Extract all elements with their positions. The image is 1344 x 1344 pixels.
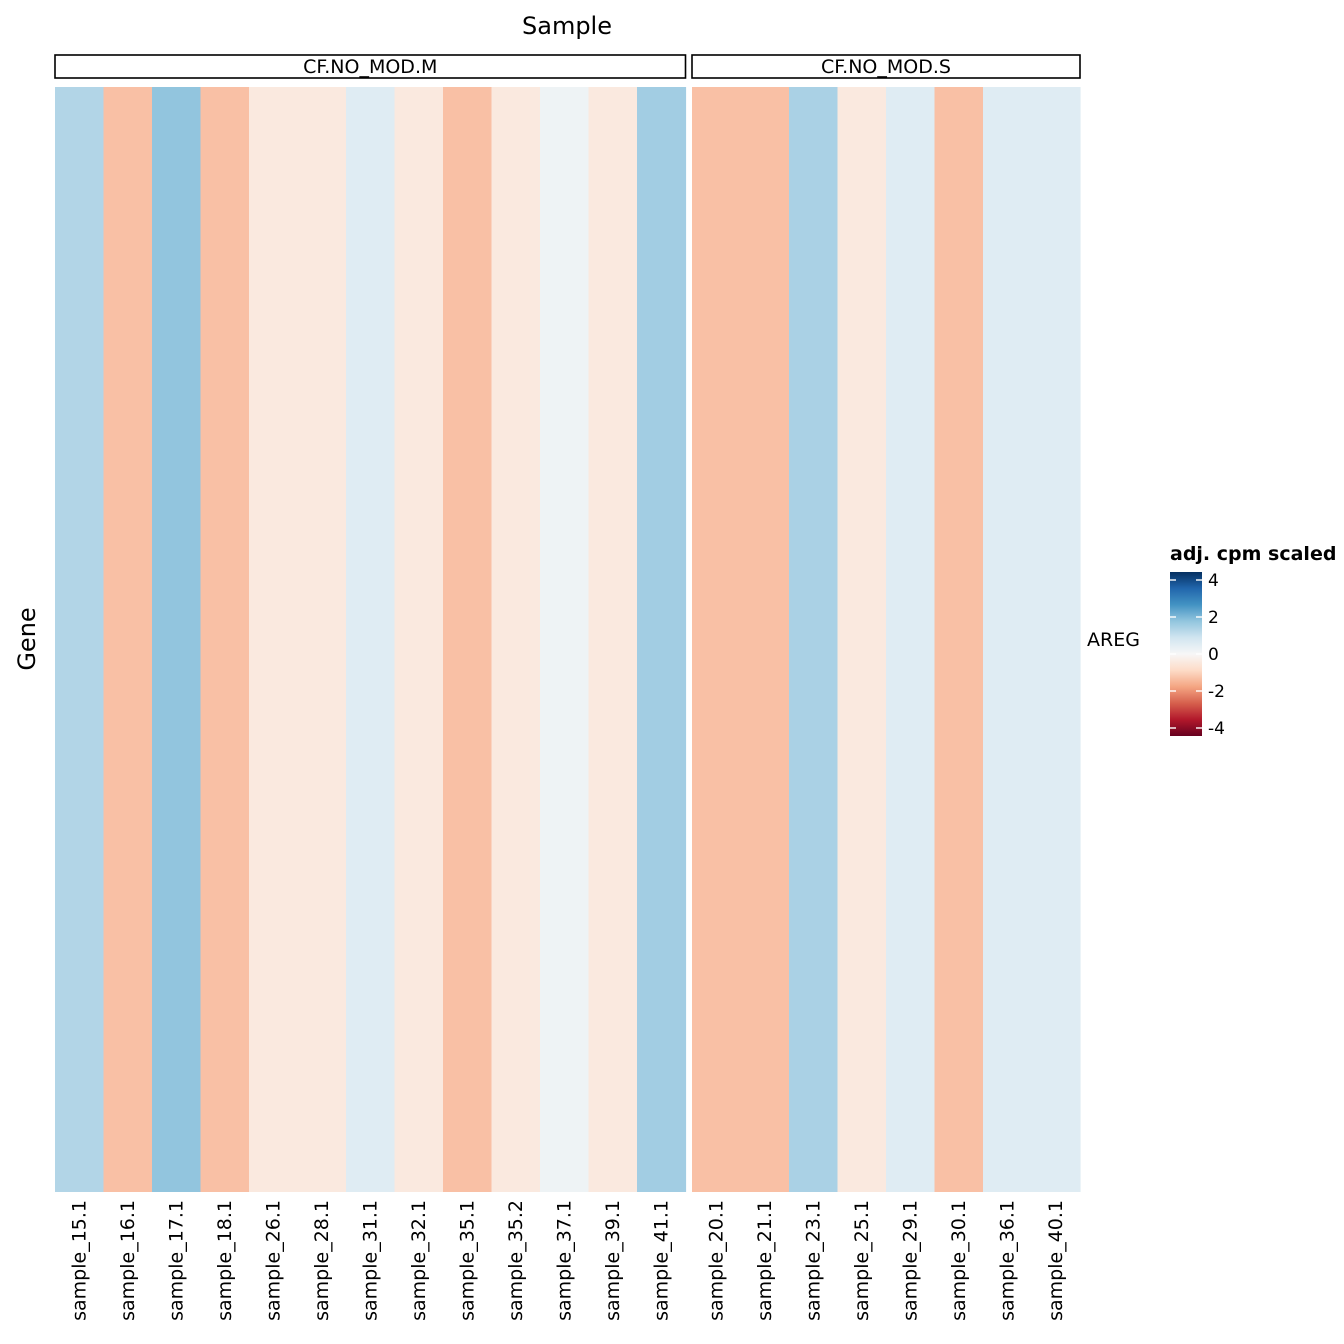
heatmap-cell (934, 87, 984, 1192)
chart-title: Sample (522, 12, 612, 40)
x-tick-label: sample_16.1 (117, 1200, 139, 1321)
x-tick-label: sample_17.1 (165, 1200, 187, 1321)
heatmap-cell (637, 87, 687, 1192)
color-legend: adj. cpm scaled 4 2 0 -2 -4 (1170, 543, 1336, 739)
gene-label: AREG (1087, 629, 1140, 651)
heatmap-cell (740, 87, 790, 1192)
legend-tick-label: 4 (1208, 571, 1219, 591)
heatmap-cell (540, 87, 590, 1192)
legend-tick-label: 2 (1208, 608, 1219, 628)
heatmap-cell (103, 87, 153, 1192)
x-tick-label: sample_23.1 (802, 1200, 824, 1321)
legend-tick-label: -4 (1208, 719, 1225, 739)
facet-strip-label: CF.NO_MOD.M (303, 56, 437, 78)
x-tick-label: sample_30.1 (948, 1200, 970, 1321)
x-tick-label: sample_20.1 (705, 1200, 727, 1321)
legend-tick-label: -2 (1208, 682, 1225, 702)
x-tick-label: sample_28.1 (311, 1200, 333, 1321)
facet-strip (691, 54, 1081, 79)
x-tick-label: sample_15.1 (68, 1200, 90, 1321)
heatmap-cell (1031, 87, 1081, 1192)
heatmap-cell (152, 87, 202, 1192)
facet-panels: CF.NO_MOD.M sample_15.1 sample_16.1 sample_… (54, 54, 1081, 1321)
heatmap-cell (443, 87, 493, 1192)
heatmap-cell (394, 87, 444, 1192)
x-tick-label: sample_39.1 (602, 1200, 624, 1321)
x-tick-label: sample_32.1 (408, 1200, 430, 1321)
x-tick-label: sample_41.1 (650, 1200, 672, 1321)
heatmap-cell (789, 87, 839, 1192)
heatmap-cell (491, 87, 541, 1192)
facet-panel-1: CF.NO_MOD.M sample_15.1 sample_16.1 sample_… (54, 54, 687, 1321)
heatmap-cell (692, 87, 742, 1192)
heatmap-cell (837, 87, 887, 1192)
y-axis-title: Gene (13, 607, 41, 670)
x-tick-label: sample_26.1 (262, 1200, 284, 1321)
heatmap-cell (346, 87, 396, 1192)
legend-tick-label: 0 (1208, 645, 1219, 665)
x-tick-label: sample_25.1 (851, 1200, 873, 1321)
x-tick-label: sample_37.1 (553, 1200, 575, 1321)
x-tick-label: sample_21.1 (754, 1200, 776, 1321)
heatmap-cell (588, 87, 638, 1192)
heatmap-cell (983, 87, 1033, 1192)
x-tick-label: sample_35.2 (505, 1200, 527, 1321)
x-tick-label: sample_18.1 (214, 1200, 236, 1321)
legend-title: adj. cpm scaled (1170, 543, 1336, 565)
facet-strip (54, 54, 687, 79)
x-tick-label: sample_31.1 (359, 1200, 381, 1321)
heatmap-cell (55, 87, 105, 1192)
heatmap-cell (200, 87, 250, 1192)
x-tick-label: sample_29.1 (899, 1200, 921, 1321)
heatmap-cell (297, 87, 347, 1192)
facet-strip-label: CF.NO_MOD.S (821, 56, 951, 78)
x-tick-label: sample_36.1 (996, 1200, 1018, 1321)
x-tick-label: sample_40.1 (1045, 1200, 1067, 1321)
heatmap-cell (886, 87, 936, 1192)
heatmap-cell (249, 87, 299, 1192)
x-tick-label: sample_35.1 (456, 1200, 478, 1321)
facet-panel-2: CF.NO_MOD.S sample_20.1 sample_21.1 sample_… (691, 54, 1081, 1321)
